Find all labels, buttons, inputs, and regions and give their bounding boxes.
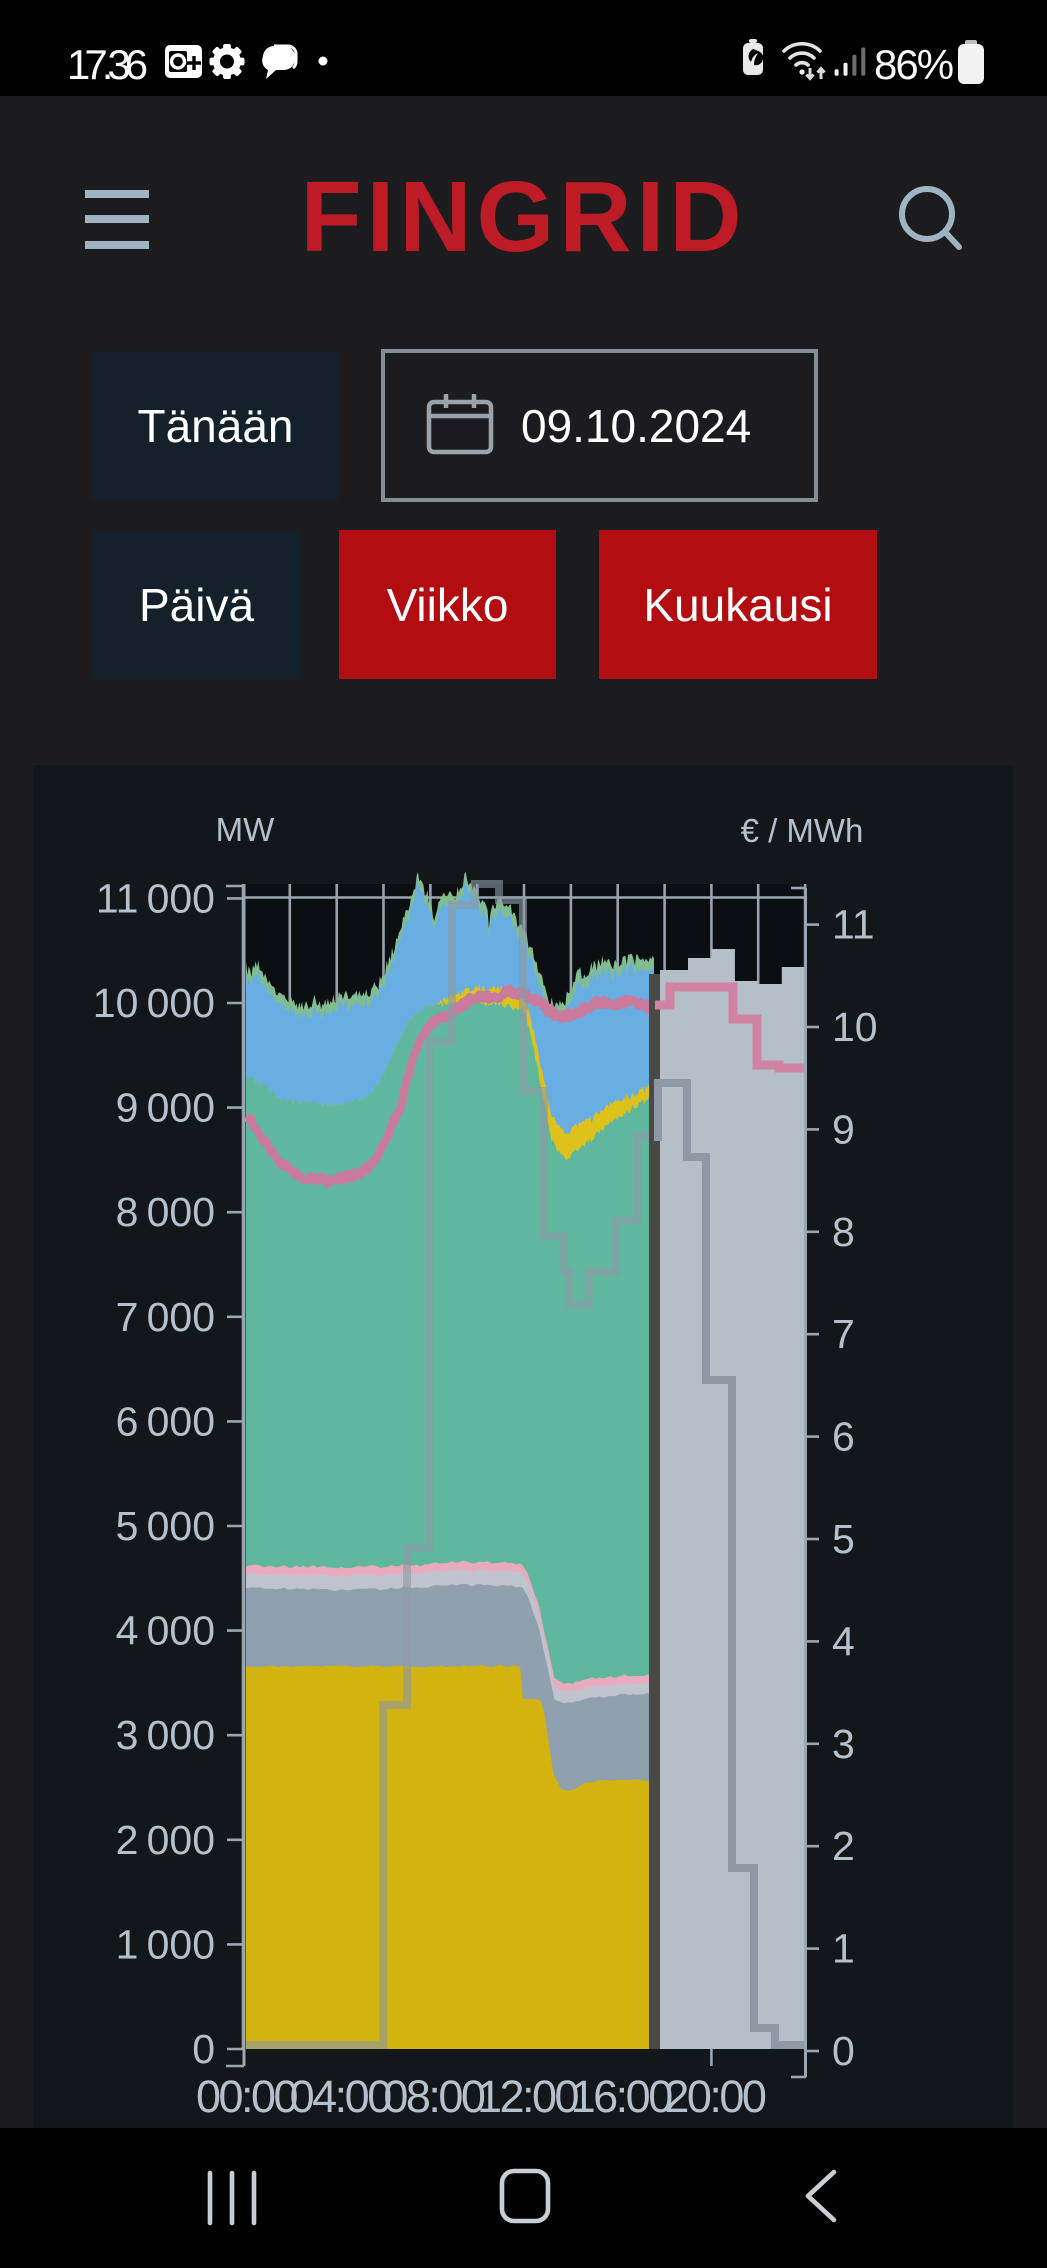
svg-text:8 000: 8 000 [116, 1189, 215, 1235]
svg-text:20:00: 20:00 [664, 2071, 766, 2122]
svg-text:0: 0 [832, 2028, 855, 2074]
svg-text:7: 7 [832, 1311, 855, 1357]
svg-text:7 000: 7 000 [116, 1294, 215, 1340]
svg-text:16:00: 16:00 [571, 2071, 673, 2122]
svg-text:1 000: 1 000 [116, 1921, 215, 1967]
svg-text:4: 4 [832, 1618, 855, 1664]
svg-text:3 000: 3 000 [116, 1712, 215, 1758]
svg-text:11 000: 11 000 [96, 875, 215, 921]
svg-text:11: 11 [832, 902, 875, 948]
svg-text:04:00: 04:00 [290, 2071, 392, 2122]
svg-text:0: 0 [192, 2026, 215, 2072]
svg-text:6: 6 [832, 1414, 855, 1460]
svg-text:00:00: 00:00 [196, 2071, 298, 2122]
svg-text:10 000: 10 000 [93, 980, 215, 1026]
svg-text:6 000: 6 000 [116, 1398, 215, 1444]
svg-text:5 000: 5 000 [116, 1503, 215, 1549]
svg-text:2 000: 2 000 [116, 1817, 215, 1863]
svg-text:12:00: 12:00 [477, 2071, 579, 2122]
svg-text:9 000: 9 000 [116, 1085, 215, 1131]
svg-text:5: 5 [832, 1516, 855, 1562]
svg-text:9: 9 [832, 1106, 855, 1152]
svg-text:2: 2 [832, 1823, 855, 1869]
svg-text:MW: MW [216, 811, 275, 848]
svg-text:€ / MWh: € / MWh [741, 812, 864, 849]
svg-text:8: 8 [832, 1209, 855, 1255]
svg-text:10: 10 [832, 1004, 878, 1050]
svg-text:4 000: 4 000 [116, 1608, 215, 1654]
svg-text:3: 3 [832, 1721, 855, 1767]
svg-text:1: 1 [832, 1926, 855, 1972]
svg-text:08:00: 08:00 [383, 2071, 485, 2122]
